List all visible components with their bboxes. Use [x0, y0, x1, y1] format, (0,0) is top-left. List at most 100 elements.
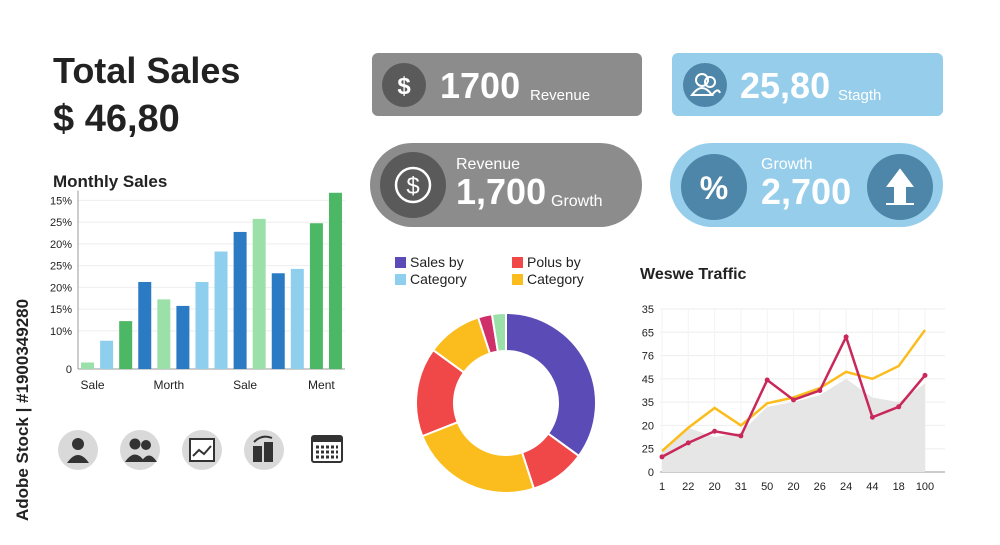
card-icon-text: $	[406, 173, 419, 200]
x-tick-label: Morth	[153, 378, 184, 392]
legend-swatch	[512, 257, 523, 268]
legend-label: Category	[410, 271, 467, 287]
y-tick-label: 76	[642, 351, 654, 363]
donut-slice	[421, 420, 536, 494]
x-tick-label: 100	[916, 481, 934, 493]
card-label: Growth	[761, 156, 813, 173]
bar	[233, 231, 247, 369]
icon	[312, 436, 342, 442]
watermark: Adobe Stock | #1900349280	[13, 299, 32, 521]
icon	[72, 438, 84, 450]
card-sublabel: Growth	[551, 193, 603, 210]
card-icon	[380, 152, 446, 218]
icon	[129, 438, 141, 450]
icon	[264, 442, 273, 462]
y-tick-label: 0	[66, 364, 72, 376]
card	[672, 53, 943, 116]
point	[869, 414, 875, 420]
y-tick-label: 15%	[50, 304, 72, 316]
people-icon	[690, 73, 721, 96]
legend-swatch	[395, 274, 406, 285]
card-icon-text: $	[397, 73, 411, 100]
bar	[271, 273, 285, 369]
card-icon-text: %	[700, 170, 728, 206]
x-tick-label: 26	[814, 481, 826, 493]
card-label: Revenue	[530, 87, 590, 104]
bar	[176, 305, 190, 369]
point	[791, 397, 796, 403]
card-value: 1700	[440, 65, 520, 106]
bar	[119, 321, 133, 369]
point	[764, 377, 770, 383]
bar	[157, 299, 171, 369]
card-label: Stagth	[838, 87, 881, 104]
card-value: 25,80	[740, 65, 830, 106]
y-tick-label: 20%	[50, 239, 72, 251]
icon	[125, 454, 157, 462]
card-value: 1,700	[456, 171, 546, 212]
y-tick-label: 45	[642, 374, 654, 386]
icon	[141, 440, 151, 450]
legend-label: Polus by	[527, 254, 581, 270]
y-tick-label: 25%	[50, 217, 72, 229]
legend-swatch	[395, 257, 406, 268]
x-tick-label: 31	[735, 481, 747, 493]
icon	[253, 435, 273, 443]
x-tick-label: 18	[893, 481, 905, 493]
x-tick-label: 22	[682, 481, 694, 493]
y-tick-label: 25%	[50, 261, 72, 273]
bar	[81, 362, 95, 369]
point	[659, 454, 665, 460]
y-tick-label: 0	[648, 467, 654, 479]
y-tick-label: 10%	[50, 326, 72, 338]
point	[738, 433, 744, 439]
icon	[316, 445, 338, 459]
y-tick-label: 35	[642, 397, 654, 409]
bar	[138, 281, 152, 369]
x-tick-label: 24	[840, 481, 852, 493]
point	[896, 404, 902, 410]
y-tick-label: 25	[642, 444, 654, 456]
bar	[290, 268, 304, 369]
legend-label: Sales by	[410, 254, 464, 270]
icon	[253, 446, 262, 462]
point	[685, 440, 691, 446]
y-tick-label: 20	[642, 420, 654, 432]
donut-slice	[505, 311, 597, 458]
card	[372, 53, 642, 116]
point	[712, 428, 718, 434]
header-value: $ 46,80	[53, 98, 180, 140]
donut-slice	[490, 311, 507, 353]
y-tick-label: 35	[642, 304, 654, 316]
point	[817, 388, 823, 393]
x-tick-label: 44	[866, 481, 878, 493]
x-tick-label: 50	[761, 481, 773, 493]
bar	[195, 281, 209, 369]
bar	[214, 251, 228, 369]
card-value: 2,700	[761, 171, 851, 212]
point	[922, 372, 928, 378]
icon-row	[58, 430, 343, 470]
area	[662, 378, 925, 472]
y-tick-label: 65	[642, 327, 654, 339]
x-tick-label: 1	[659, 481, 665, 493]
card-icon	[681, 154, 747, 220]
bar	[328, 192, 342, 369]
bar	[252, 218, 266, 369]
x-tick-label: 20	[708, 481, 720, 493]
chart-title: Monthly Sales	[53, 172, 167, 191]
card-label: Revenue	[456, 156, 520, 173]
chart-title: Weswe Traffic	[640, 266, 747, 283]
icon	[67, 455, 89, 463]
bar	[309, 223, 323, 369]
legend-swatch	[512, 274, 523, 285]
icon	[192, 445, 212, 457]
y-tick-label: 15%	[50, 195, 72, 207]
icon-bg	[120, 430, 160, 470]
arrow-icon	[886, 168, 914, 205]
icon	[189, 438, 215, 462]
x-tick-label: Sale	[81, 378, 105, 392]
header-title: Total Sales	[53, 50, 240, 91]
card-icon	[382, 63, 426, 107]
